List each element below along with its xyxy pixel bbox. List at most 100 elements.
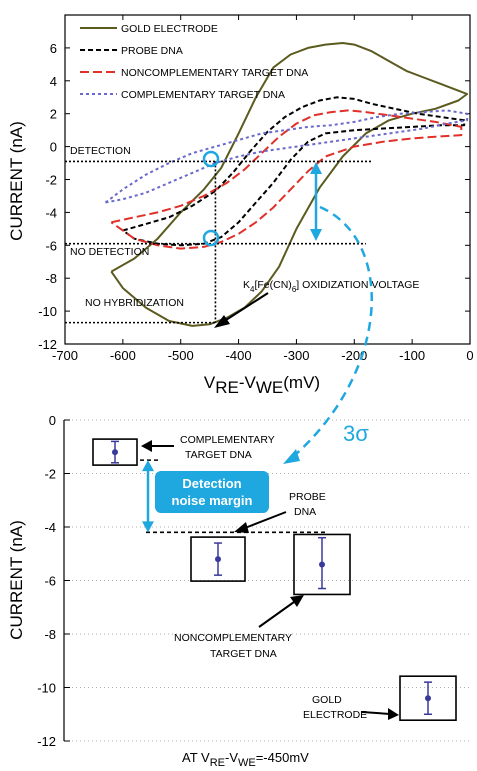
mean-point-probe — [215, 556, 221, 563]
gold-label-line2: ELECTRODE — [303, 709, 367, 721]
top-plot-frame — [64, 14, 471, 345]
top-series-group — [104, 42, 469, 327]
comp-label-line1: COMPLEMENTARY — [180, 434, 275, 446]
mean-point-complementary — [112, 449, 118, 456]
mean-point-gold-electrode — [425, 695, 431, 702]
point-box-complementary — [92, 438, 138, 466]
top-x-v: V — [204, 373, 216, 392]
bot-x-mid: -V — [225, 750, 238, 765]
series-complementary — [104, 109, 469, 204]
legend-label-noncomp: NONCOMPLEMENTARY TARGET DNA — [121, 67, 308, 79]
top-x-mid: -V — [239, 373, 257, 392]
top-x-tick-label: -200 — [341, 348, 367, 363]
bot-x-pre: AT V — [182, 750, 210, 765]
point-box-noncomplementary — [293, 533, 351, 596]
legend-label-probe: PROBE DNA — [121, 45, 183, 57]
noncomp-arrow-shaft — [258, 601, 295, 628]
bot-x-sub1: RE — [210, 757, 225, 769]
oxidization-arrow-head — [214, 315, 230, 328]
bottom-y-tick-label: -12 — [37, 734, 56, 749]
gold-arrow-shaft — [361, 711, 391, 715]
bottom-margin-arrow-head-up — [142, 460, 154, 472]
top-x-tick-label: -300 — [283, 348, 309, 363]
top-y-tick-label: 0 — [50, 140, 57, 155]
bottom-y-tick-label: -6 — [44, 574, 56, 589]
bottom-y-axis-title: CURRENT (nA) — [7, 520, 26, 640]
legend-label-gold: GOLD ELECTRODE — [121, 23, 218, 35]
no-hybridization-label: NO HYBRIDIZATION — [85, 297, 184, 309]
top-y-tick-label: -8 — [45, 271, 57, 286]
point-box-probe — [190, 536, 246, 582]
gold-label-line1: GOLD — [312, 694, 342, 706]
probe-arrow-head — [234, 522, 249, 533]
oxid-k-sub: 4 — [250, 285, 255, 294]
bottom-axis-ticks: -12 -10 -8 -6 -4 -2 0 — [37, 413, 470, 749]
top-margin-arrow-head-up — [310, 162, 322, 174]
noncomp-label-line1: NONCOMPLEMENTARY — [174, 632, 292, 644]
legend-label-comp: COMPLEMENTARY TARGET DNA — [121, 89, 285, 101]
series-gold-electrode — [110, 42, 469, 327]
top-x-tick-label: -100 — [399, 348, 425, 363]
no-detection-marker-circle — [202, 229, 220, 247]
bottom-margin-arrow-head-down — [142, 521, 154, 533]
series-probe-dna — [122, 96, 466, 247]
top-x-sub2: WE — [256, 378, 283, 397]
bottom-y-tick-label: -4 — [44, 520, 56, 535]
point-box-gold-electrode — [399, 675, 457, 722]
bot-x-sub2: WE — [238, 757, 256, 769]
bottom-y-tick-label: -8 — [44, 627, 56, 642]
gold-arrow-head — [388, 708, 399, 720]
top-x-unit: (mV) — [283, 373, 320, 392]
bottom-y-tick-label: -2 — [44, 467, 56, 482]
bottom-points-group — [92, 438, 457, 722]
probe-label-line1: PROBE — [289, 491, 326, 503]
bottom-y-tick-label: -10 — [37, 681, 56, 696]
mean-point-noncomplementary — [319, 561, 325, 568]
top-x-tick-label: -400 — [226, 348, 252, 363]
sigma-connector-arrowhead — [283, 449, 300, 464]
bottom-x-axis-title: AT VRE-VWE=-450mV — [182, 750, 309, 769]
detection-label: DETECTION — [70, 145, 131, 157]
top-x-axis-title: VRE-VWE(mV) — [204, 373, 320, 397]
top-margin-arrow-head-down — [310, 229, 322, 241]
comp-arrow-head — [141, 440, 152, 452]
top-x-tick-label: -500 — [168, 348, 194, 363]
oxidization-arrow-shaft — [225, 292, 269, 321]
top-y-tick-label: 6 — [50, 41, 57, 56]
no-detection-label: NO DETECTION — [70, 246, 149, 258]
noise-margin-label-line2: noise margin — [172, 493, 253, 508]
series-noncomplementary — [110, 109, 463, 250]
top-y-tick-label: -10 — [38, 304, 57, 319]
detection-marker-circle — [202, 150, 220, 168]
noise-margin-label-line1: Detection — [182, 476, 241, 491]
top-y-tick-label: -12 — [38, 337, 57, 352]
top-legend: GOLD ELECTRODE PROBE DNA NONCOMPLEMENTAR… — [80, 23, 308, 101]
top-x-sub1: RE — [215, 378, 239, 397]
top-x-tick-label: -600 — [110, 348, 136, 363]
top-y-tick-label: -4 — [45, 205, 57, 220]
comp-label-line2: TARGET DNA — [185, 449, 252, 461]
sigma-label: 3σ — [343, 421, 369, 446]
bottom-y-tick-label: 0 — [49, 413, 56, 428]
oxid-tail: ] OXIDIZATION VOLTAGE — [296, 279, 419, 291]
top-x-tick-label: -700 — [52, 348, 78, 363]
probe-label-line2: DNA — [294, 506, 316, 518]
noncomp-arrow-head — [290, 595, 304, 607]
probe-arrow-shaft — [244, 511, 287, 529]
top-y-tick-label: 4 — [50, 74, 57, 89]
oxid-fe: [Fe(CN) — [254, 279, 291, 291]
bottom-plot: -12 -10 -8 -6 -4 -2 0 CURRENT (nA) AT VRE-VWE=… — [7, 413, 470, 769]
top-y-tick-label: 2 — [50, 107, 57, 122]
top-x-tick-label: 0 — [466, 348, 473, 363]
oxidization-voltage-label: K4[Fe(CN)6] OXIDIZATION VOLTAGE — [243, 279, 419, 294]
oxid-k: K — [243, 279, 250, 291]
noise-margin-box — [155, 471, 269, 513]
bot-x-post: =-450mV — [256, 750, 309, 765]
top-y-tick-label: -2 — [45, 173, 57, 188]
top-plot: -700 -600 -500 -400 -300 -200 -100 0 -12 -10 -8 -6 -… — [7, 14, 474, 397]
top-y-axis-title: CURRENT (nA) — [7, 121, 26, 241]
oxid-fe-sub: 6 — [292, 285, 297, 294]
sigma-connector-curve — [294, 205, 373, 456]
top-y-tick-label: -6 — [45, 238, 57, 253]
